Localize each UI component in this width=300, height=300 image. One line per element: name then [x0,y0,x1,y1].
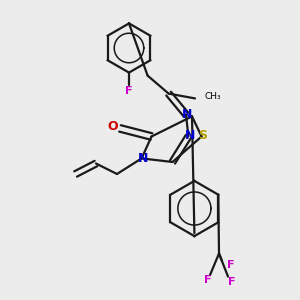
Text: N: N [182,107,193,121]
Text: F: F [228,277,236,287]
Text: N: N [185,129,195,142]
Text: S: S [199,129,208,142]
Text: CH₃: CH₃ [204,92,220,101]
Text: F: F [204,274,212,285]
Text: F: F [227,260,234,270]
Text: O: O [107,120,118,134]
Text: N: N [138,152,148,165]
Text: F: F [125,85,133,96]
